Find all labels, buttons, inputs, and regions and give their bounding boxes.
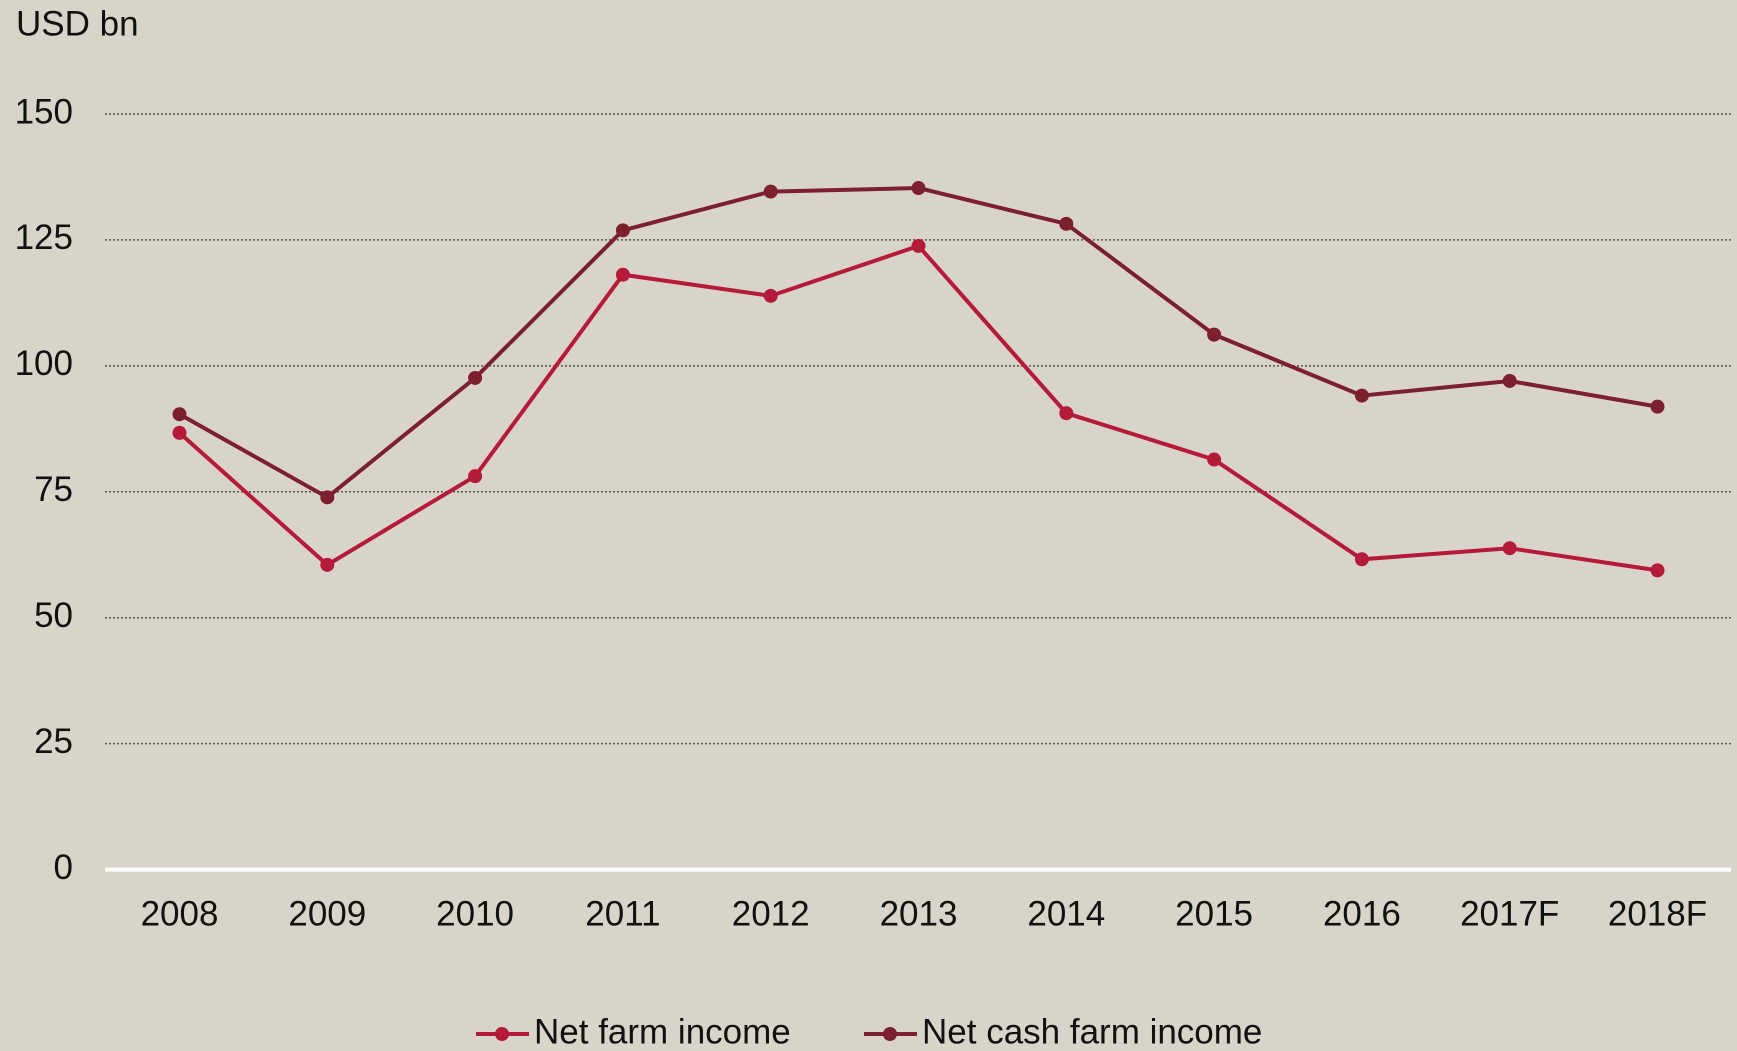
data-point bbox=[172, 407, 187, 422]
data-point bbox=[615, 223, 630, 238]
data-point bbox=[1059, 216, 1074, 231]
data-point bbox=[468, 469, 483, 484]
legend-label: Net farm income bbox=[534, 1012, 791, 1051]
y-axis-label: USD bn bbox=[16, 4, 139, 43]
data-point bbox=[763, 288, 778, 303]
data-point bbox=[1354, 552, 1369, 567]
y-tick-label: 50 bbox=[34, 596, 73, 635]
data-point bbox=[1650, 563, 1665, 578]
y-tick-label: 75 bbox=[34, 470, 73, 509]
data-point bbox=[1502, 541, 1517, 556]
data-point bbox=[763, 184, 778, 199]
data-point bbox=[1354, 388, 1369, 403]
y-tick-label: 125 bbox=[15, 218, 73, 257]
x-tick-label: 2010 bbox=[436, 894, 514, 933]
x-tick-label: 2015 bbox=[1175, 894, 1253, 933]
data-point bbox=[1650, 399, 1665, 414]
data-point bbox=[1207, 327, 1222, 342]
x-tick-label: 2016 bbox=[1323, 894, 1401, 933]
data-point bbox=[320, 490, 335, 505]
x-tick-label: 2014 bbox=[1027, 894, 1105, 933]
x-tick-label: 2013 bbox=[880, 894, 958, 933]
data-point bbox=[615, 267, 630, 282]
data-point bbox=[911, 181, 926, 196]
x-tick-label: 2012 bbox=[732, 894, 810, 933]
y-tick-label: 0 bbox=[54, 848, 73, 887]
data-point bbox=[1502, 373, 1517, 388]
y-tick-label: 25 bbox=[34, 722, 73, 761]
x-tick-label: 2009 bbox=[288, 894, 366, 933]
data-point bbox=[468, 370, 483, 385]
y-tick-label: 150 bbox=[15, 92, 73, 131]
legend-label: Net cash farm income bbox=[922, 1012, 1262, 1051]
data-point bbox=[1207, 452, 1222, 467]
data-point bbox=[320, 557, 335, 572]
x-tick-label: 2008 bbox=[141, 894, 219, 933]
data-point bbox=[911, 238, 926, 253]
x-tick-label: 2017F bbox=[1460, 894, 1559, 933]
legend-marker bbox=[883, 1027, 897, 1041]
data-point bbox=[1059, 406, 1074, 421]
legend-marker bbox=[495, 1027, 509, 1041]
x-tick-label: 2011 bbox=[585, 894, 660, 933]
data-point bbox=[172, 425, 187, 440]
y-tick-label: 100 bbox=[15, 344, 73, 383]
x-tick-label: 2018F bbox=[1608, 894, 1707, 933]
